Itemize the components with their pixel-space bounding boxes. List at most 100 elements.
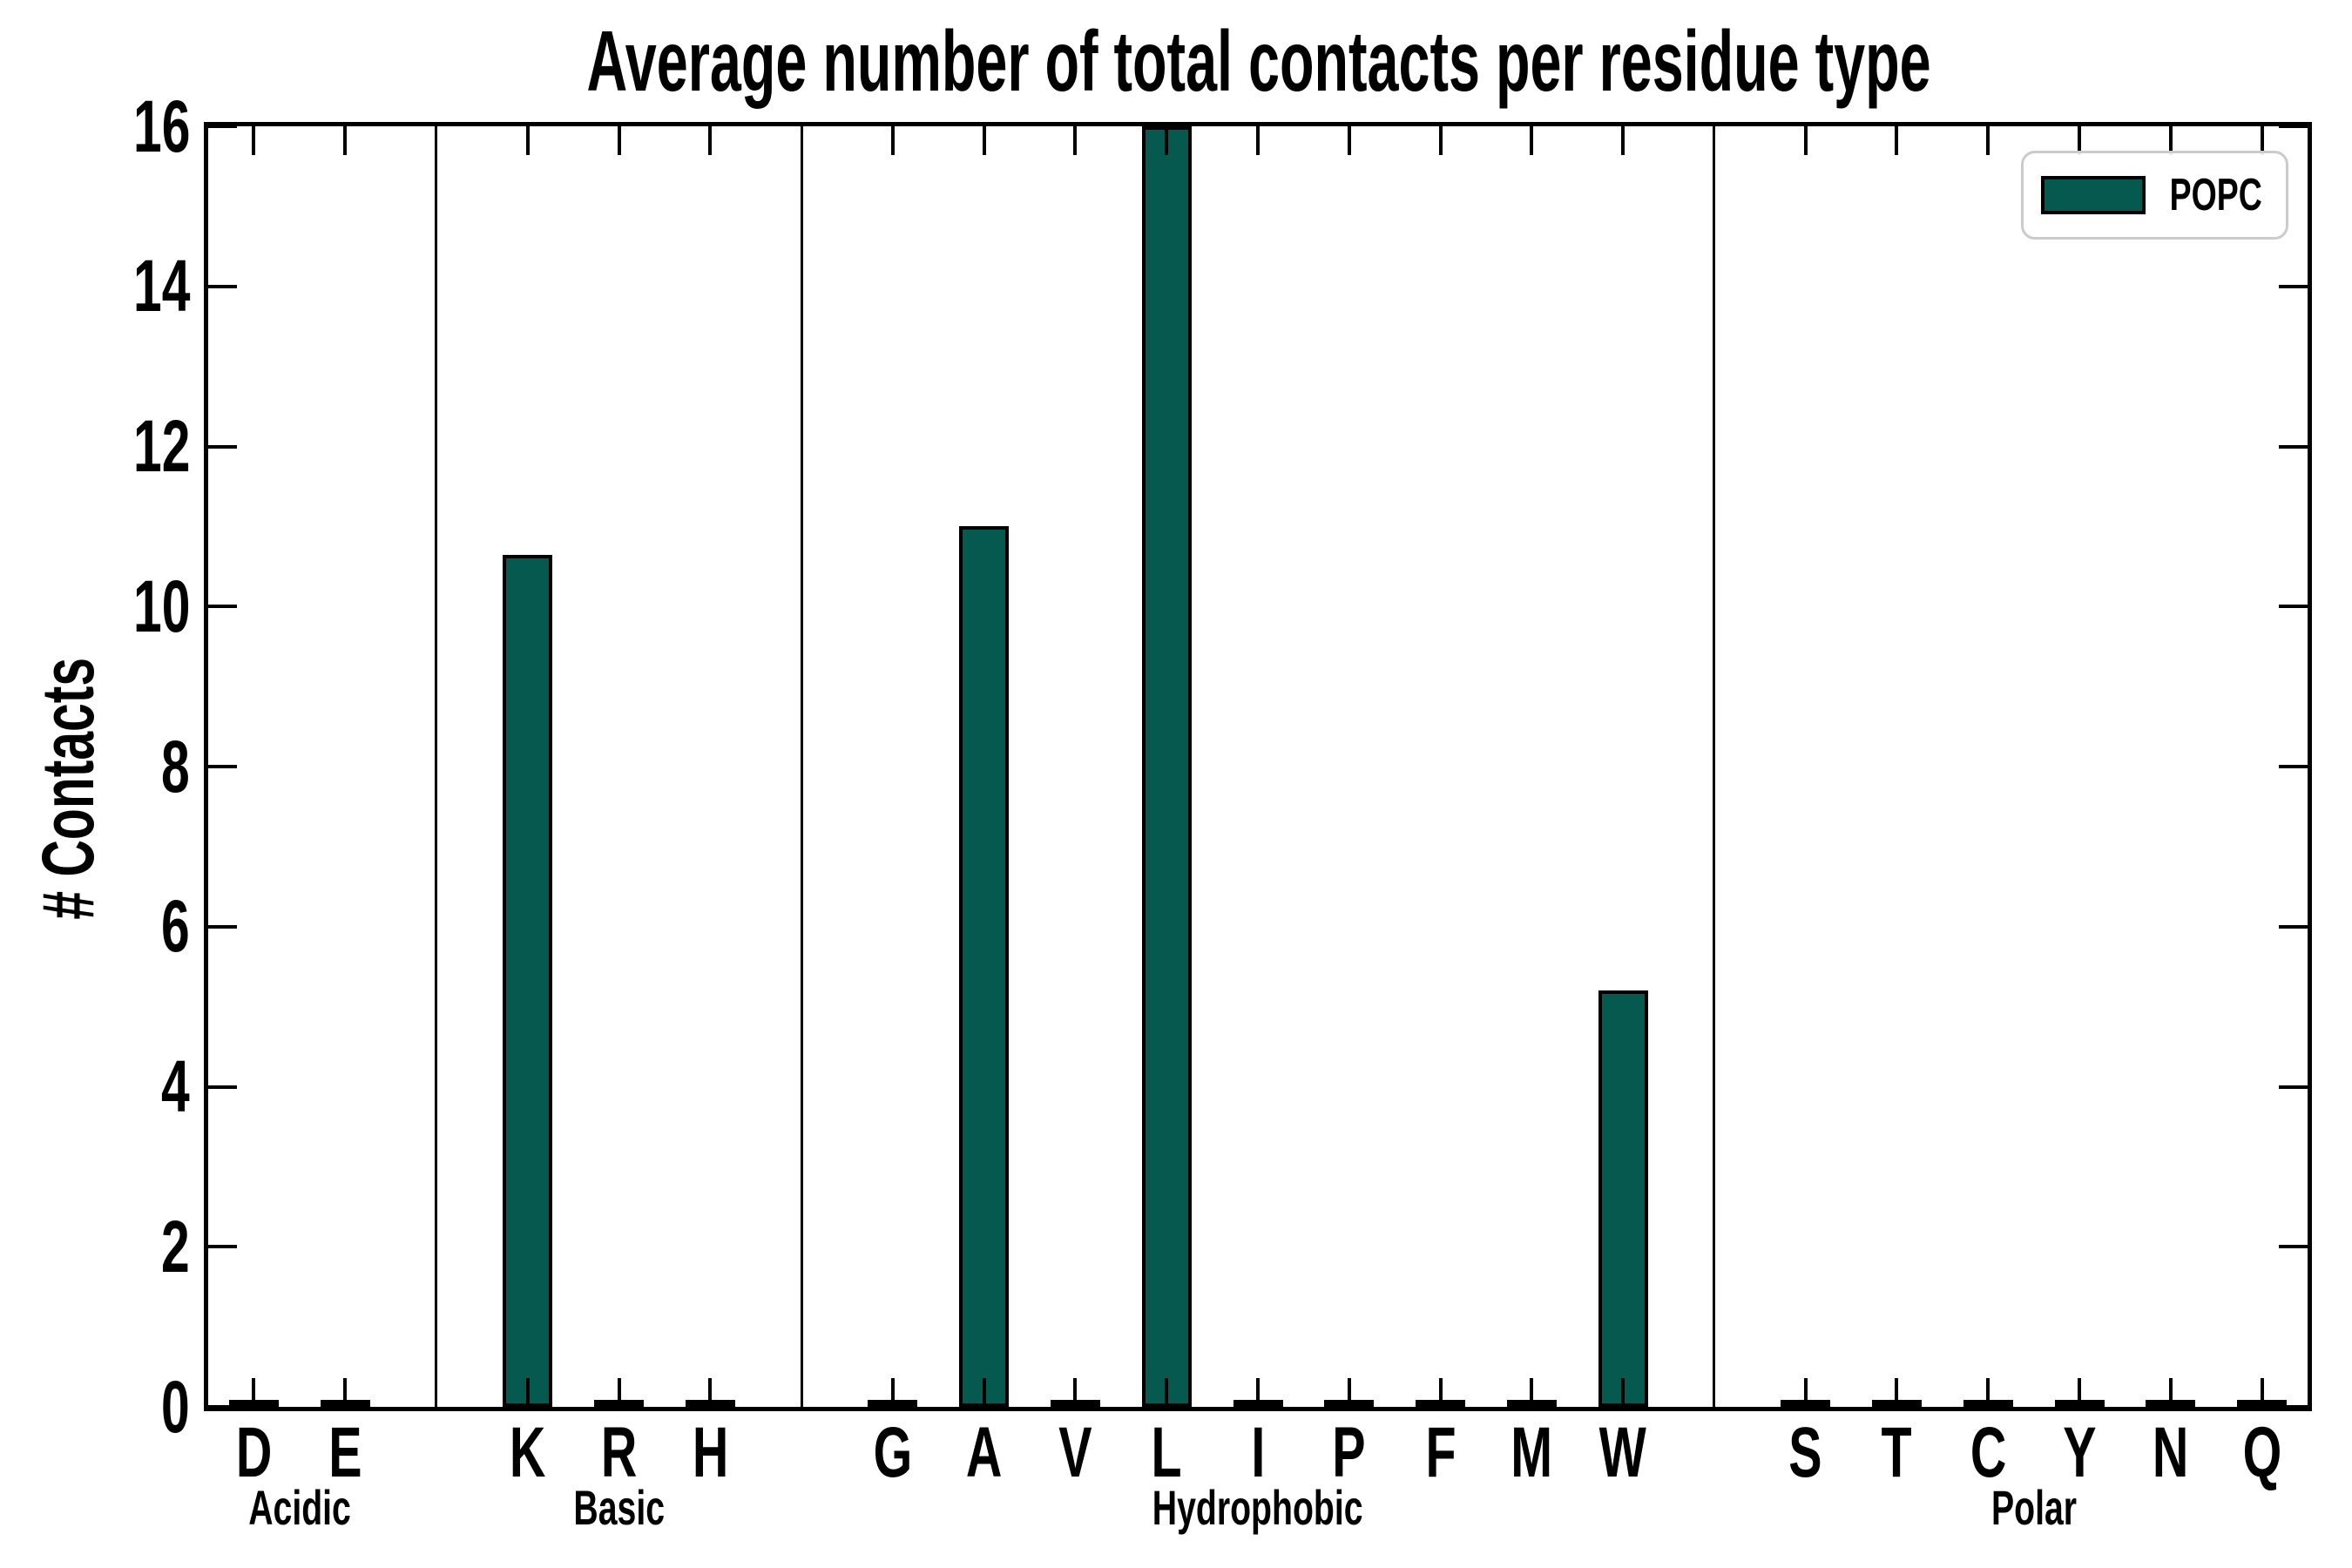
group-divider xyxy=(1713,126,1716,1407)
y-tick-right-4 xyxy=(2279,1085,2308,1089)
y-tick-right-12 xyxy=(2279,444,2308,449)
x-tick-bottom-Q xyxy=(2260,1378,2264,1407)
x-tick-label-W: W xyxy=(1599,1413,1647,1492)
x-tick-bottom-W xyxy=(1621,1378,1625,1407)
x-tick-bottom-T xyxy=(1895,1378,1899,1407)
group-label-polar: Polar xyxy=(1990,1479,2077,1535)
y-tick-left-8 xyxy=(208,765,237,768)
x-tick-label-A: A xyxy=(965,1413,1003,1492)
y-tick-left-0 xyxy=(208,1405,237,1407)
y-tick-label-6: 6 xyxy=(161,885,190,968)
x-tick-top-H xyxy=(708,126,713,155)
x-tick-top-K xyxy=(525,126,530,155)
y-tick-right-16 xyxy=(2279,126,2308,128)
x-tick-label-V: V xyxy=(1058,1413,1092,1492)
x-tick-top-P xyxy=(1347,126,1351,155)
x-tick-bottom-M xyxy=(1530,1378,1534,1407)
y-tick-right-6 xyxy=(2279,924,2308,929)
x-tick-label-Y: Y xyxy=(2062,1413,2097,1492)
x-tick-label-K: K xyxy=(510,1413,546,1492)
x-tick-label-E: E xyxy=(328,1413,362,1492)
x-tick-top-M xyxy=(1530,126,1534,155)
x-tick-bottom-S xyxy=(1803,1378,1808,1407)
group-label-acidic: Acidic xyxy=(247,1479,351,1535)
x-tick-bottom-R xyxy=(617,1378,621,1407)
x-tick-label-N: N xyxy=(2153,1413,2189,1492)
x-tick-top-I xyxy=(1256,126,1260,155)
y-tick-right-10 xyxy=(2279,605,2308,609)
y-tick-left-12 xyxy=(208,444,237,449)
x-tick-bottom-I xyxy=(1256,1378,1260,1407)
x-tick-bottom-E xyxy=(343,1378,348,1407)
x-tick-top-R xyxy=(617,126,621,155)
x-tick-top-W xyxy=(1621,126,1625,155)
x-tick-top-N xyxy=(2168,126,2173,155)
y-tick-right-0 xyxy=(2279,1405,2308,1407)
chart-title: Average number of total contacts per res… xyxy=(586,12,1931,109)
x-tick-top-Y xyxy=(2078,126,2082,155)
x-tick-bottom-C xyxy=(1986,1378,1990,1407)
y-tick-label-2: 2 xyxy=(161,1205,190,1288)
x-tick-top-E xyxy=(343,126,348,155)
bar-W xyxy=(1598,990,1648,1407)
x-tick-bottom-Y xyxy=(2078,1378,2082,1407)
x-tick-bottom-A xyxy=(982,1378,986,1407)
x-tick-top-A xyxy=(982,126,986,155)
x-tick-label-Q: Q xyxy=(2242,1413,2281,1492)
group-label-hydrophobic: Hydrophobic xyxy=(1152,1479,1363,1535)
x-tick-top-F xyxy=(1438,126,1443,155)
x-tick-label-T: T xyxy=(1881,1413,1913,1492)
x-tick-top-Q xyxy=(2260,126,2264,155)
y-tick-right-2 xyxy=(2279,1245,2308,1249)
group-divider xyxy=(435,126,438,1407)
x-tick-label-S: S xyxy=(1788,1413,1822,1492)
x-tick-top-T xyxy=(1895,126,1899,155)
x-tick-label-C: C xyxy=(1970,1413,2006,1492)
x-tick-bottom-G xyxy=(890,1378,895,1407)
x-tick-label-F: F xyxy=(1425,1413,1456,1492)
legend-swatch-popc xyxy=(2041,176,2146,214)
plot-area xyxy=(204,122,2312,1411)
x-tick-bottom-D xyxy=(252,1378,256,1407)
x-tick-top-G xyxy=(890,126,895,155)
y-tick-right-8 xyxy=(2279,765,2308,768)
x-tick-bottom-N xyxy=(2168,1378,2173,1407)
y-tick-label-8: 8 xyxy=(161,725,190,808)
x-tick-label-G: G xyxy=(873,1413,913,1492)
y-tick-label-12: 12 xyxy=(132,405,190,487)
x-tick-bottom-P xyxy=(1347,1378,1351,1407)
y-tick-left-4 xyxy=(208,1085,237,1089)
x-tick-label-D: D xyxy=(235,1413,273,1492)
x-tick-label-I: I xyxy=(1251,1413,1265,1492)
x-tick-top-L xyxy=(1165,126,1169,155)
y-tick-left-14 xyxy=(208,284,237,288)
x-tick-bottom-F xyxy=(1438,1378,1443,1407)
group-label-basic: Basic xyxy=(573,1479,665,1535)
y-tick-left-10 xyxy=(208,605,237,609)
x-tick-label-L: L xyxy=(1151,1413,1182,1492)
x-tick-label-M: M xyxy=(1511,1413,1553,1492)
y-tick-label-0: 0 xyxy=(161,1365,190,1448)
y-tick-label-4: 4 xyxy=(161,1045,190,1127)
legend: POPC xyxy=(2021,151,2288,240)
x-tick-label-R: R xyxy=(600,1413,638,1492)
bar-A xyxy=(959,526,1010,1407)
group-divider xyxy=(800,126,803,1407)
x-tick-top-D xyxy=(252,126,256,155)
y-tick-left-6 xyxy=(208,924,237,929)
x-tick-bottom-L xyxy=(1165,1378,1169,1407)
plot-inner xyxy=(208,126,2308,1407)
x-tick-top-C xyxy=(1986,126,1990,155)
y-tick-label-10: 10 xyxy=(132,564,190,647)
y-tick-right-14 xyxy=(2279,284,2308,288)
y-tick-label-14: 14 xyxy=(132,245,190,328)
y-tick-left-16 xyxy=(208,126,237,128)
y-tick-label-16: 16 xyxy=(132,84,190,167)
x-tick-bottom-V xyxy=(1073,1378,1078,1407)
legend-label: POPC xyxy=(2169,170,2262,220)
x-tick-label-P: P xyxy=(1332,1413,1366,1492)
x-tick-bottom-K xyxy=(525,1378,530,1407)
x-tick-bottom-H xyxy=(708,1378,713,1407)
y-tick-left-2 xyxy=(208,1245,237,1249)
